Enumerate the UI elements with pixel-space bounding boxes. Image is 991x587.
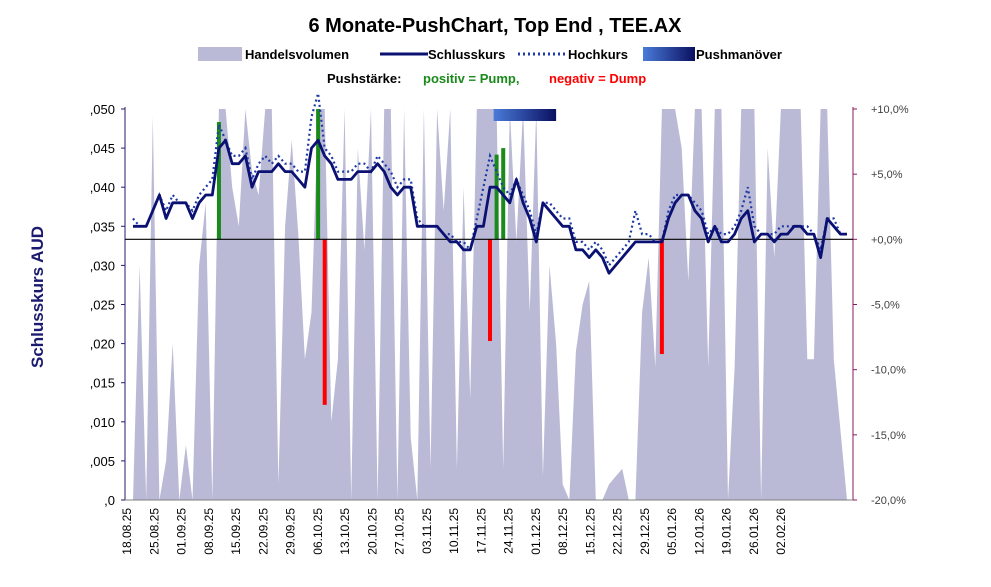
x-tick-label: 02.02.26 xyxy=(774,508,788,555)
y-right-tick-label: +0,0% xyxy=(871,234,903,246)
y-left-tick-label: ,0 xyxy=(104,493,115,508)
x-tick-label: 13.10.25 xyxy=(338,508,352,555)
x-tick-label: 26.01.26 xyxy=(747,508,761,555)
y-axis-label: Schlusskurs AUD xyxy=(28,226,47,368)
y-right-tick-label: -5,0% xyxy=(871,300,900,312)
legend-swatch-volume xyxy=(198,47,242,61)
x-tick-label: 22.12.25 xyxy=(611,508,625,555)
dump-bar xyxy=(322,239,327,405)
legend-label-volume: Handelsvolumen xyxy=(245,47,349,62)
y-right-tick-label: -10,0% xyxy=(871,365,906,377)
x-tick-label: 18.08.25 xyxy=(120,508,134,555)
y-left-tick-label: ,050 xyxy=(90,102,115,117)
push-legend-negative: negativ = Dump xyxy=(549,71,646,86)
legend-label-high: Hochkurs xyxy=(568,47,628,62)
y-left-tick-label: ,010 xyxy=(90,415,115,430)
push-legend-prefix: Pushstärke: xyxy=(327,71,401,86)
x-tick-label: 27.10.25 xyxy=(393,508,407,555)
pump-bar xyxy=(494,154,499,240)
x-tick-label: 15.12.25 xyxy=(583,508,597,555)
pushmanoever-bar xyxy=(493,109,557,121)
x-tick-label: 29.09.25 xyxy=(284,508,298,555)
legend-label-push: Pushmanöver xyxy=(696,47,782,62)
push-legend-positive: positiv = Pump, xyxy=(423,71,519,86)
x-tick-label: 29.12.25 xyxy=(638,508,652,555)
y-left-tick-label: ,040 xyxy=(90,180,115,195)
y-left-tick-label: ,020 xyxy=(90,337,115,352)
x-tick-label: 19.01.26 xyxy=(720,508,734,555)
legend: Handelsvolumen Schlusskurs Hochkurs Push… xyxy=(198,47,782,62)
chart-title: 6 Monate-PushChart, Top End , TEE.AX xyxy=(309,15,683,37)
x-tick-label: 01.09.25 xyxy=(175,508,189,555)
y-left-tick-label: ,035 xyxy=(90,219,115,234)
x-tick-label: 05.01.26 xyxy=(665,508,679,555)
dump-bar xyxy=(659,239,664,355)
x-tick-label: 08.12.25 xyxy=(556,508,570,555)
y-right-tick-label: -20,0% xyxy=(871,495,906,507)
x-tick-label: 06.10.25 xyxy=(311,508,325,555)
legend-swatch-push xyxy=(643,47,695,61)
x-tick-label: 12.01.26 xyxy=(692,508,706,555)
y-right-tick-label: -15,0% xyxy=(871,430,906,442)
x-tick-label: 20.10.25 xyxy=(365,508,379,555)
x-tick-label: 24.11.25 xyxy=(502,508,516,554)
y-right-tick-label: +10,0% xyxy=(871,104,909,116)
dump-bar xyxy=(488,239,492,341)
x-tick-label: 17.11.25 xyxy=(474,508,488,554)
y-left-tick-label: ,025 xyxy=(90,298,115,313)
x-tick-label: 15.09.25 xyxy=(229,508,243,555)
close-line xyxy=(133,138,847,275)
plot-area: ,0 ,005 ,010 ,015 ,020 ,025 ,030 ,035 ,040 ,045 ,0… xyxy=(90,93,909,555)
y-left-tick-label: ,005 xyxy=(90,454,115,469)
x-tick-label: 08.09.25 xyxy=(202,508,216,555)
x-tick-label: 01.12.25 xyxy=(529,508,543,555)
x-tick-label: 25.08.25 xyxy=(147,508,161,555)
y-left-tick-label: ,015 xyxy=(90,376,115,391)
x-tick-label: 03.11.25 xyxy=(420,508,434,554)
y-left-tick-label: ,045 xyxy=(90,141,115,156)
x-tick-label: 10.11.25 xyxy=(447,508,461,554)
x-tick-label: 22.09.25 xyxy=(256,508,270,555)
legend-label-close: Schlusskurs xyxy=(428,47,505,62)
high-line xyxy=(132,93,847,268)
y-right-tick-label: +5,0% xyxy=(871,169,903,181)
pump-bar xyxy=(216,122,221,240)
y-left-tick-label: ,030 xyxy=(90,258,115,273)
push-strength-legend: Pushstärke: positiv = Pump, negativ = Du… xyxy=(327,71,646,86)
pump-bar xyxy=(316,109,321,240)
